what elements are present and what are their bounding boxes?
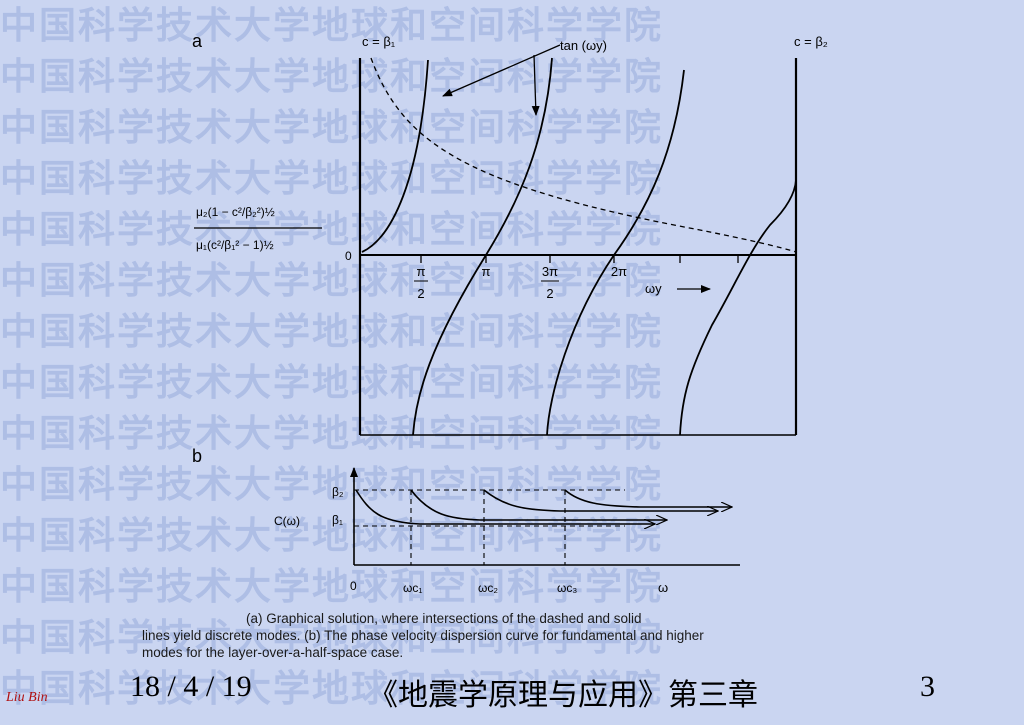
beta1-label: c = β₁ — [362, 34, 396, 49]
tan-branch-1 — [361, 59, 429, 253]
b1-label: β₁ — [332, 513, 343, 527]
tick-2pi: 2π — [611, 264, 627, 279]
c-omega-label: C(ω) — [274, 514, 300, 528]
ratio-denominator: μ₁(c²/β₁² − 1)½ — [196, 238, 274, 252]
ratio-numerator: μ₂(1 − c²/β₂²)½ — [196, 205, 275, 219]
ratio-label: μ₂(1 − c²/β₂²)½ μ₁(c²/β₁² − 1)½ — [194, 205, 322, 252]
wc2-label: ωc₂ — [478, 581, 498, 595]
wc1-label: ωc₁ — [403, 581, 422, 595]
arrow-2 — [531, 54, 540, 116]
caption-line: modes for the layer-over-a-half-space ca… — [142, 645, 404, 660]
tick-label: 2 — [417, 286, 424, 301]
panel-a-label: a — [192, 31, 203, 51]
omega-label: ω — [658, 580, 668, 595]
author-signature: Liu Bin — [6, 690, 48, 705]
tan-label: tan (ωy) — [560, 38, 607, 53]
caption-line: (a) Graphical solution, where intersecti… — [246, 611, 642, 626]
tan-branch-4 — [679, 179, 797, 436]
mode-3 — [564, 489, 732, 507]
beta2-label: c = β₂ — [794, 34, 828, 49]
zero-label: 0 — [345, 249, 352, 263]
tick-pi-half: π — [417, 264, 426, 279]
b2-label: β₂ — [332, 485, 344, 499]
footer-date: 18 / 4 / 19 — [130, 670, 252, 703]
mode-0 — [355, 489, 655, 524]
omega-y-label: ωy — [645, 281, 662, 296]
origin-label: 0 — [350, 579, 357, 593]
panel-a: a c = β₁ c = β₂ tan (ωy) 0 π 2 π 3π 2 — [192, 31, 828, 436]
wc3-label: ωc₃ — [557, 581, 577, 595]
page-number: 3 — [920, 670, 935, 703]
tan-branch-3 — [546, 69, 685, 436]
arrow-1 — [442, 44, 561, 97]
mode-1 — [410, 489, 667, 520]
caption-line: lines yield discrete modes. (b) The phas… — [142, 628, 704, 643]
footer-title: 《地震学原理与应用》第三章 — [368, 679, 758, 712]
figure-caption: (a) Graphical solution, where intersecti… — [142, 610, 902, 661]
dashed-curve — [370, 57, 797, 253]
panel-b: b β₂ β₁ C(ω) 0 ω ωc₁ ωc₂ ωc₃ — [192, 446, 740, 595]
tick-3pi-half: 3π — [542, 264, 558, 279]
tan-branch-2 — [412, 57, 553, 436]
tick-label: 2 — [546, 286, 553, 301]
mode-2 — [483, 489, 718, 511]
tick-pi: π — [482, 264, 491, 279]
panel-b-label: b — [192, 446, 202, 466]
